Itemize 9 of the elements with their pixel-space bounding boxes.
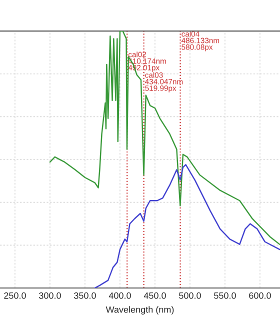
x-tick-label: 250.0 xyxy=(4,292,26,299)
x-tick-label: 450.0 xyxy=(144,292,166,299)
x-tick-label: 600.0 xyxy=(249,292,271,299)
x-axis-title: Wavelength (nm) xyxy=(106,306,174,315)
x-tick-label: 550.0 xyxy=(214,292,236,299)
x-tick-label: 350.0 xyxy=(74,292,96,299)
x-tick-label: 300.0 xyxy=(39,292,61,299)
x-tick-label: 500.0 xyxy=(179,292,201,299)
x-tick-label: 400.0 xyxy=(108,292,131,299)
